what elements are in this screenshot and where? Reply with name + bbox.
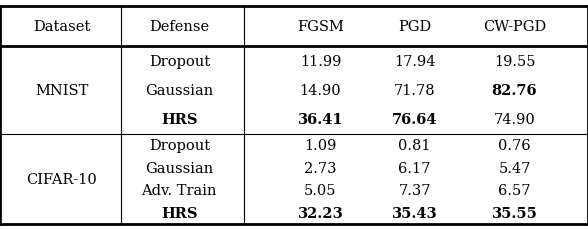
Text: FGSM: FGSM	[297, 20, 344, 34]
Text: 71.78: 71.78	[394, 84, 435, 97]
Text: Adv. Train: Adv. Train	[142, 183, 217, 197]
Text: HRS: HRS	[161, 206, 198, 220]
Text: 19.55: 19.55	[494, 55, 535, 68]
Text: 74.90: 74.90	[493, 112, 536, 126]
Text: CW-PGD: CW-PGD	[483, 20, 546, 34]
Text: 11.99: 11.99	[300, 55, 341, 68]
Text: 82.76: 82.76	[492, 84, 537, 97]
Text: 7.37: 7.37	[398, 183, 431, 197]
Text: 35.55: 35.55	[492, 206, 537, 220]
Text: HRS: HRS	[161, 112, 198, 126]
Text: MNIST: MNIST	[35, 84, 88, 97]
Text: 1.09: 1.09	[304, 138, 337, 152]
Text: 17.94: 17.94	[394, 55, 435, 68]
Text: 5.05: 5.05	[304, 183, 337, 197]
Text: 0.81: 0.81	[398, 138, 431, 152]
Text: 6.17: 6.17	[398, 161, 431, 175]
Text: 36.41: 36.41	[298, 112, 343, 126]
Text: Dataset: Dataset	[33, 20, 91, 34]
Text: CIFAR-10: CIFAR-10	[26, 172, 97, 186]
Text: 32.23: 32.23	[298, 206, 343, 220]
Text: 6.57: 6.57	[498, 183, 531, 197]
Text: 0.76: 0.76	[498, 138, 531, 152]
Text: PGD: PGD	[398, 20, 431, 34]
Text: Gaussian: Gaussian	[145, 84, 213, 97]
Text: Dropout: Dropout	[149, 138, 210, 152]
Text: 14.90: 14.90	[300, 84, 341, 97]
Text: 35.43: 35.43	[392, 206, 437, 220]
Text: 2.73: 2.73	[304, 161, 337, 175]
Text: 76.64: 76.64	[392, 112, 437, 126]
Text: Defense: Defense	[149, 20, 209, 34]
Text: Dropout: Dropout	[149, 55, 210, 68]
Text: Gaussian: Gaussian	[145, 161, 213, 175]
Text: 5.47: 5.47	[498, 161, 531, 175]
